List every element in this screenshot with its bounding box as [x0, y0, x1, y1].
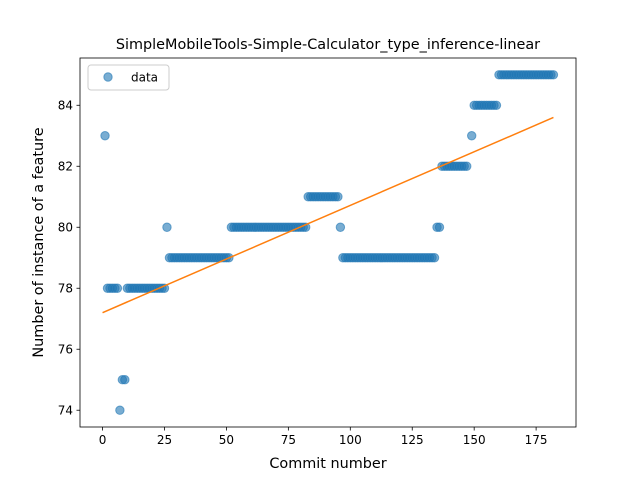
data-point [548, 70, 559, 80]
data-point [115, 405, 125, 415]
x-axis: 0 25 50 75 100 125 150 175 [99, 427, 548, 447]
data-point [335, 222, 346, 232]
data-point [491, 100, 502, 110]
legend: data [87, 64, 170, 91]
plot-frame [79, 57, 577, 428]
fit-line [102, 116, 554, 314]
x-tick-label: 50 [219, 433, 234, 447]
y-tick-label: 82 [58, 159, 73, 173]
data-point [162, 222, 172, 232]
x-tick-label: 75 [281, 433, 296, 447]
legend-marker [103, 72, 113, 82]
x-tick-label: 25 [157, 433, 172, 447]
x-tick-label: 175 [525, 433, 548, 447]
x-tick-label: 150 [463, 433, 486, 447]
x-tick-label: 0 [99, 433, 107, 447]
data-point [462, 161, 472, 171]
chart-title: SimpleMobileTools-Simple-Calculator_type… [116, 37, 540, 53]
x-tick-label: 125 [401, 433, 424, 447]
data-point [100, 131, 110, 141]
data-point [333, 192, 343, 202]
y-tick-label: 76 [58, 342, 73, 356]
y-tick-label: 80 [58, 220, 73, 234]
legend-label: data [131, 71, 158, 85]
y-tick-label: 74 [58, 403, 73, 417]
data-point [434, 222, 445, 232]
y-axis: 74 76 78 80 82 84 [58, 98, 80, 417]
data-point [112, 283, 123, 293]
y-tick-label: 84 [58, 98, 73, 112]
legend-box [87, 64, 170, 91]
data-point [467, 131, 477, 141]
y-tick-label: 78 [58, 281, 73, 295]
x-axis-label: Commit number [269, 456, 386, 472]
x-tick-label: 100 [339, 433, 362, 447]
data-point [429, 253, 440, 263]
y-axis-label: Number of instance of a feature [31, 127, 47, 357]
data-point [120, 375, 130, 385]
plot-area [100, 70, 559, 415]
